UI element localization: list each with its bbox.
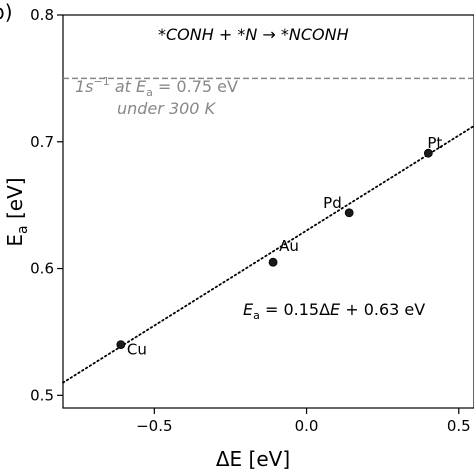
ref-under: under <box>117 99 165 118</box>
fit-equation: Ea = 0.15ΔE + 0.63 eV <box>243 300 425 322</box>
y-tick-label: 0.6 <box>30 260 54 278</box>
y-axis-label: Ea [eV] <box>3 177 31 246</box>
data-label-au: Au <box>279 237 299 255</box>
data-label-cu: Cu <box>127 341 147 359</box>
panel-label: b) <box>0 0 13 24</box>
reaction-annotation: *CONH + *N → *NCONH <box>158 25 349 44</box>
eq-var: E <box>330 300 341 319</box>
data-label-pd: Pd <box>323 194 342 212</box>
ref-at: at <box>110 77 136 96</box>
ref-ea-var: E <box>136 77 147 96</box>
eq-lhs: E <box>243 300 254 319</box>
eq-lhs-sub: a <box>253 309 260 322</box>
fit-line <box>62 125 474 384</box>
y-axis-label-var: E <box>3 234 27 247</box>
data-point-au <box>268 257 278 267</box>
y-tick-label: 0.5 <box>30 386 54 404</box>
x-axis-label: ΔE [eV] <box>216 447 290 471</box>
data-point-cu <box>116 340 126 350</box>
plot-frame <box>62 14 474 409</box>
eq-mid: = 0.15Δ <box>260 300 330 319</box>
eq-post: + 0.63 eV <box>340 300 425 319</box>
reaction-reactants: *CONH + *N <box>158 25 257 44</box>
ref-temperature: 300 K <box>164 99 217 118</box>
reaction-product: *NCONH <box>281 25 349 44</box>
x-tick-label: 0.0 <box>295 417 319 435</box>
ref-ea-sub: a <box>146 86 153 99</box>
x-tick-label: −0.5 <box>136 417 172 435</box>
y-tick-label: 0.8 <box>30 6 54 24</box>
ref-ea-value: = 0.75 eV <box>153 77 238 96</box>
data-point-pd <box>344 208 354 218</box>
reference-annotation-line1: 1s−1 at Ea = 0.75 eV <box>75 75 238 99</box>
y-axis-label-sub: a <box>15 225 31 234</box>
ref-rate: 1s <box>75 77 94 96</box>
data-label-pt: Pt <box>427 134 442 152</box>
x-tick-label: 0.5 <box>447 417 471 435</box>
ref-rate-exponent: −1 <box>94 75 110 88</box>
y-tick-label: 0.7 <box>30 133 54 151</box>
reference-annotation-line2: under 300 K <box>117 99 217 118</box>
reaction-arrow: → <box>257 25 281 44</box>
data-point-pt <box>423 148 433 158</box>
y-axis-label-unit: [eV] <box>3 177 27 225</box>
